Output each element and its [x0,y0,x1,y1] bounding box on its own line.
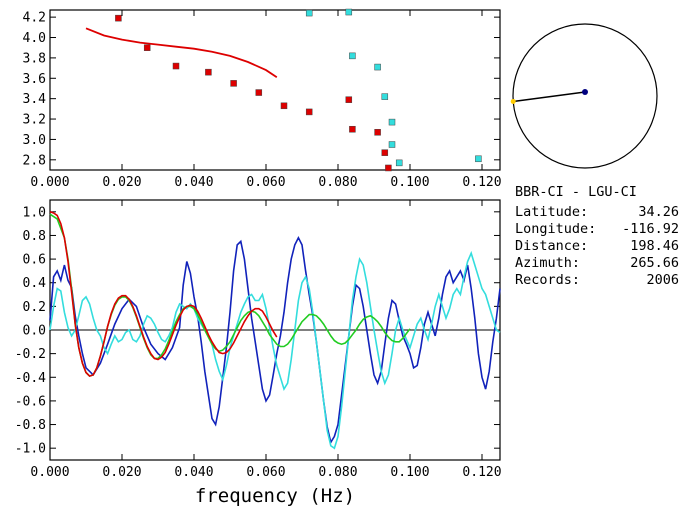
records-value: 2006 [646,272,679,288]
longitude-value: -116.92 [622,221,679,237]
distance-label: Distance: [515,238,589,254]
station-pair: BBR-CI - LGU-CI [515,184,637,200]
red-marker [385,164,392,172]
y-tick-label: 0.6 [23,253,46,268]
y-tick-label: 3.4 [23,92,47,107]
cyan-marker [395,159,403,167]
red-marker [115,14,122,22]
y-tick-label: 0.2 [23,300,46,315]
red-marker [280,102,288,110]
latitude-row: Latitude: 34.26 [515,204,685,222]
dispersion-frame [49,9,501,171]
y-tick-label: 3.8 [23,51,46,66]
y-tick-label: 3.0 [23,133,46,148]
red-coherence-line [49,211,278,378]
red-marker [374,129,381,136]
y-tick-label: -0.4 [15,371,46,386]
y-tick-label: -1.0 [15,442,46,457]
x-tick-label: 0.080 [318,465,357,480]
x-tick-label: 0.100 [390,465,429,480]
red-dispersion-curve [85,27,278,79]
x-tick-label: 0.120 [462,465,501,480]
y-tick-label: -0.6 [15,394,46,409]
azimuth-line [513,91,586,103]
y-tick-label: 3.2 [23,113,46,128]
azimuth-tip-marker [510,98,516,104]
y-tick-label: 2.8 [23,153,46,168]
x-tick-label: 0.020 [102,465,141,480]
cyan-marker [475,155,482,163]
cyan-marker [381,93,389,100]
x-tick-label: 0.000 [30,175,69,190]
red-marker [345,96,353,103]
cyan-marker [388,118,396,126]
azimuth-value: 265.66 [630,255,679,271]
y-tick-label: -0.8 [15,418,46,433]
red-marker [255,89,263,96]
longitude-label: Longitude: [515,221,597,237]
x-tick-label: 0.060 [246,465,285,480]
dispersion-panel: 0.000 0.020 0.040 0.060 0.080 0.100 0.120 2.8 3.… [23,8,502,190]
cyan-marker [349,52,356,60]
station-pair-line: BBR-CI - LGU-CI [515,184,685,202]
red-marker [349,125,356,133]
dispersion-ticks: 0.000 0.020 0.040 0.060 0.080 0.100 0.120 2.8 3.… [23,10,502,190]
red-marker [381,149,389,156]
red-marker [172,62,180,70]
x-tick-label: 0.040 [174,175,213,190]
longitude-row: Longitude: -116.92 [515,221,685,239]
dispersion-marks [85,8,482,172]
azimuth-row: Azimuth: 265.66 [515,255,685,273]
compass-circle [512,23,658,169]
latitude-label: Latitude: [515,204,589,220]
cyan-marker [374,63,381,71]
x-tick-label: 0.060 [246,175,285,190]
y-tick-label: 1.0 [23,205,46,220]
y-tick-label: -0.2 [15,347,46,362]
x-tick-label: 0.100 [390,175,429,190]
x-tick-label: 0.120 [462,175,501,190]
azimuth-compass [510,23,658,169]
distance-value: 198.46 [630,238,679,254]
distance-row: Distance: 198.46 [515,238,685,256]
x-tick-label: 0.080 [318,175,357,190]
y-tick-label: 0.0 [23,324,46,339]
x-axis-label: frequency (Hz) [195,485,355,507]
red-marker [143,44,151,51]
records-row: Records: 2006 [515,272,685,290]
y-tick-label: 4.0 [23,31,46,46]
cyan-marker [345,8,353,16]
y-tick-label: 3.6 [23,72,46,87]
red-marker [230,80,237,87]
x-tick-label: 0.020 [102,175,141,190]
cyan-marker [388,141,396,148]
x-tick-label: 0.000 [30,465,69,480]
station-marker [582,89,588,95]
coherence-ticks: 0.000 0.020 0.040 0.060 0.080 0.100 0.120 1.0 0.… [15,200,502,480]
x-tick-label: 0.040 [174,465,213,480]
y-tick-label: 0.8 [23,229,46,244]
azimuth-label: Azimuth: [515,255,581,271]
y-tick-label: 0.4 [23,276,47,291]
cyan-coherence-line [49,250,501,450]
y-tick-label: 4.2 [23,11,46,26]
cyan-marker [305,9,313,17]
red-marker [305,108,313,116]
coherence-marks [49,211,501,450]
latitude-value: 34.26 [638,204,679,220]
records-label: Records: [515,272,581,288]
coherence-panel: 0.000 0.020 0.040 0.060 0.080 0.100 0.120 1.0 0.… [15,199,502,507]
blue-coherence-line [49,236,501,445]
red-marker [205,68,212,76]
